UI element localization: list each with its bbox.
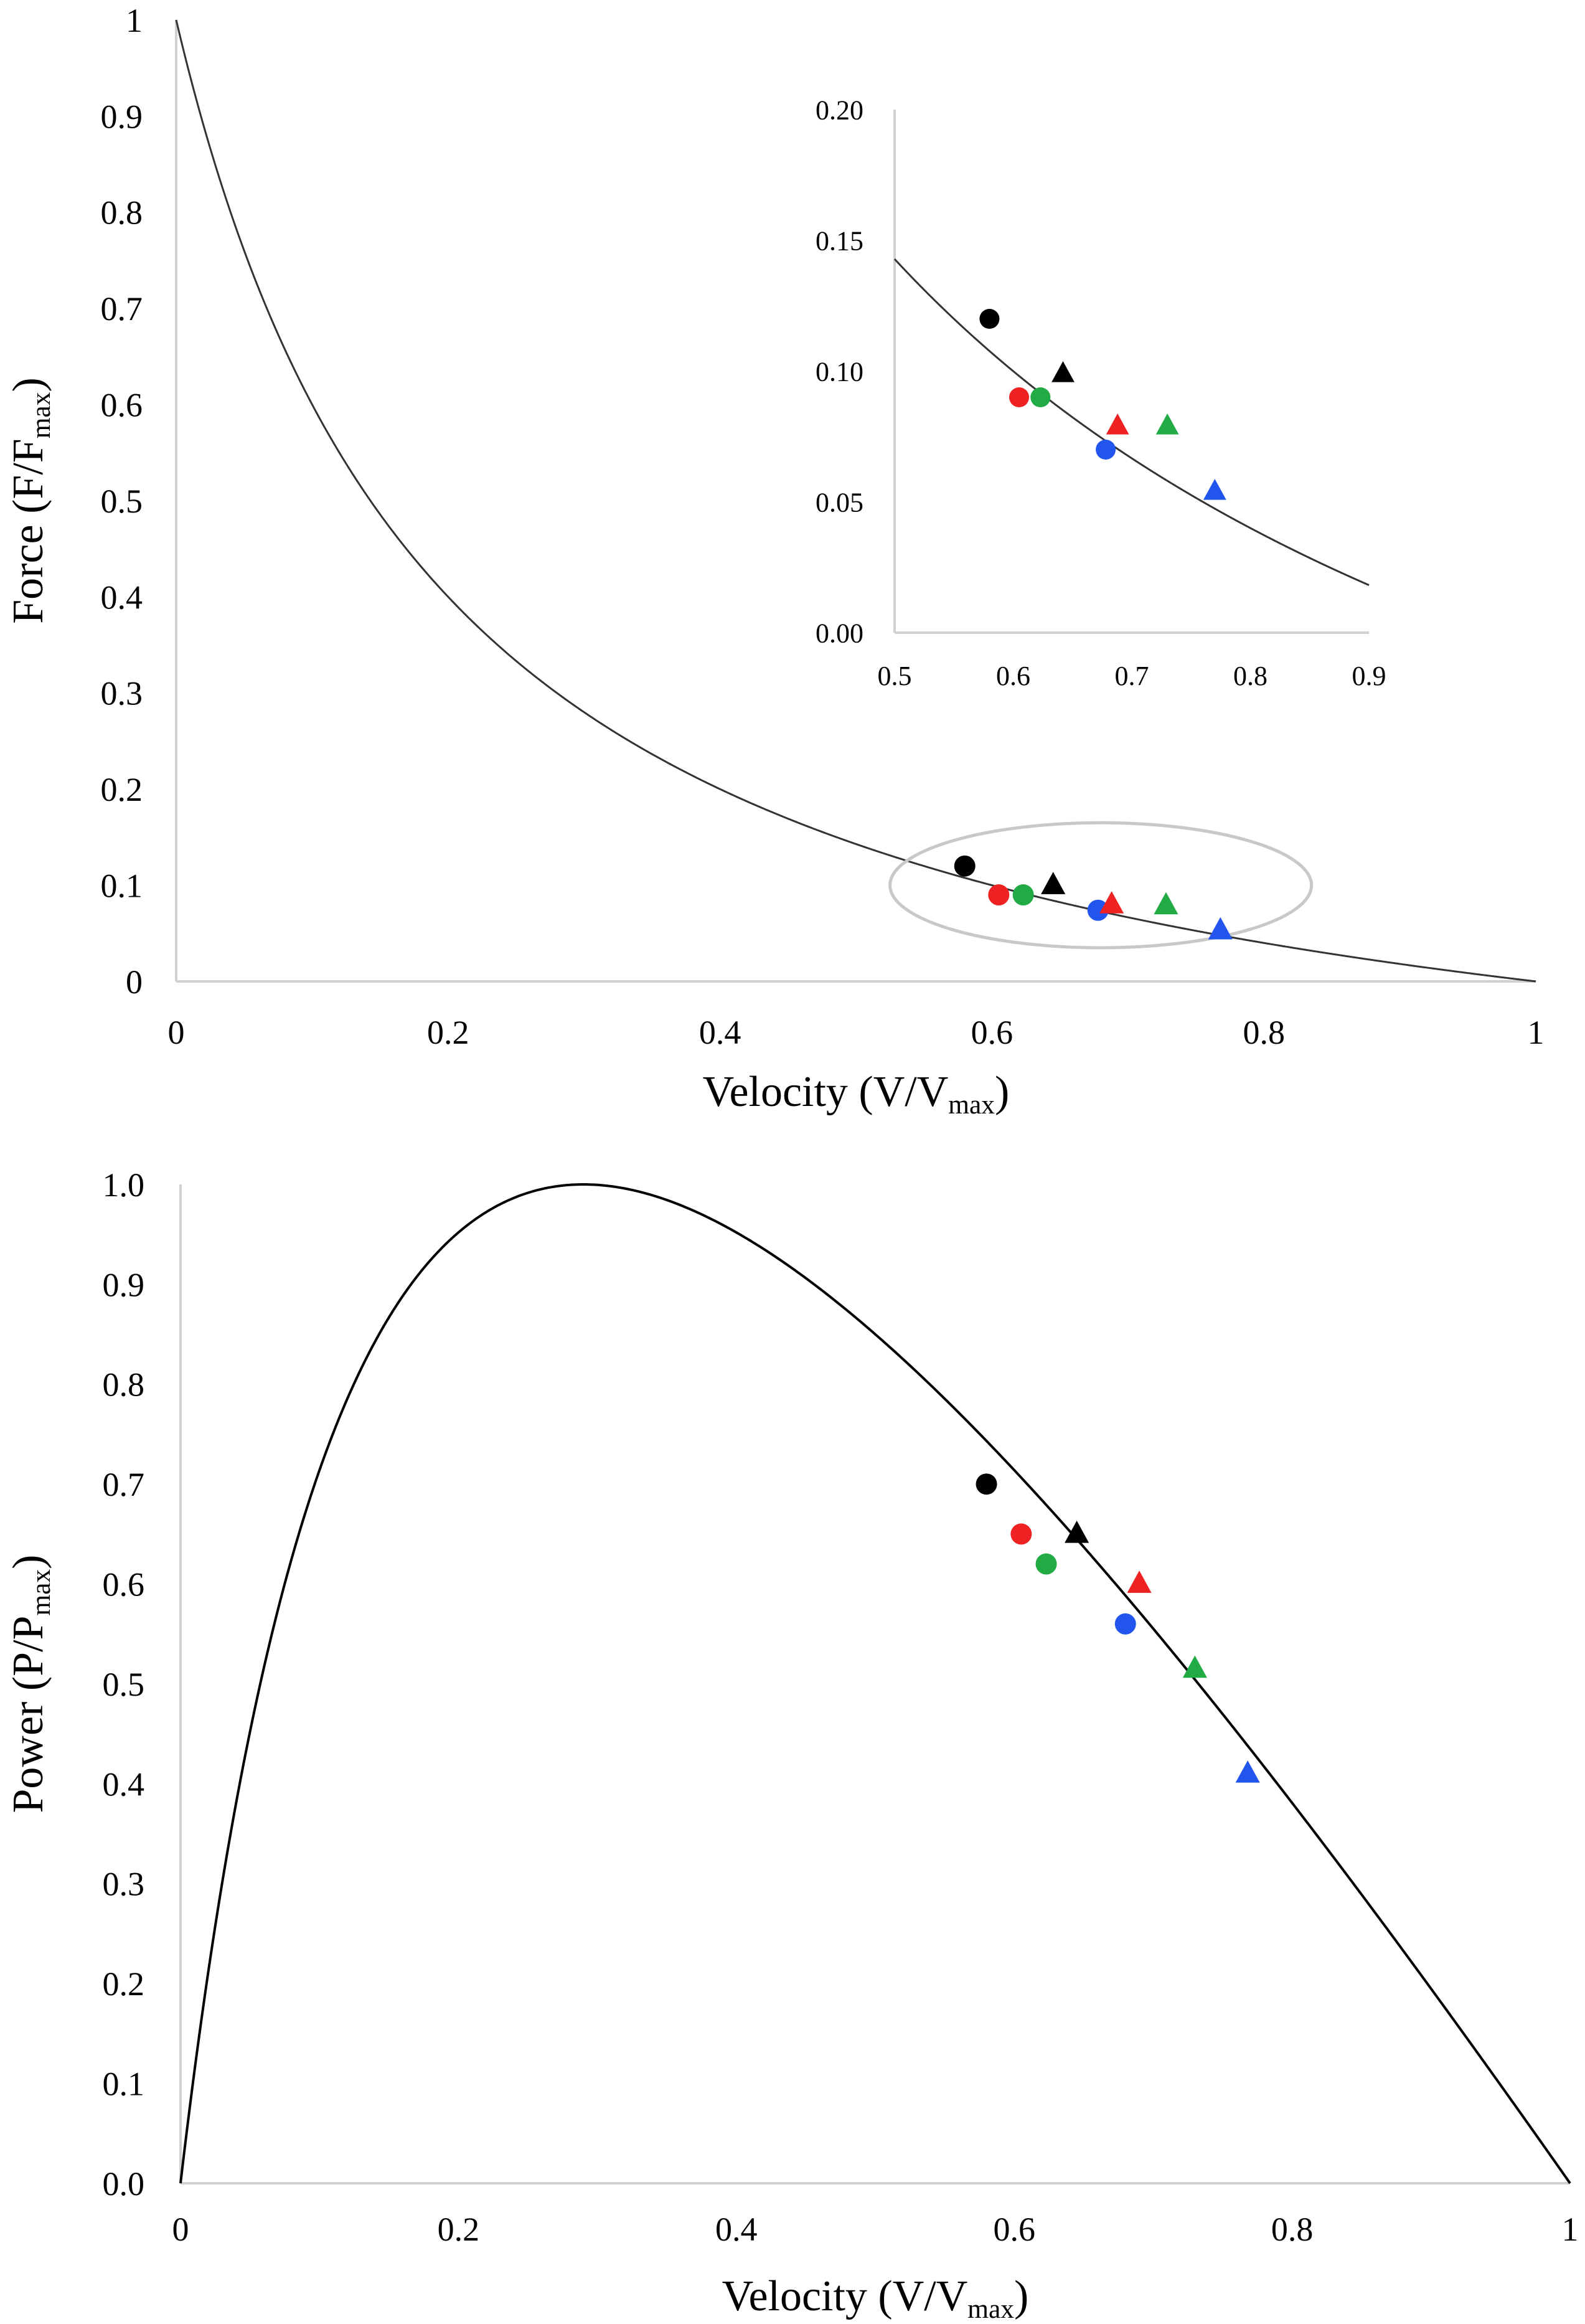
data-point-circle	[1035, 1553, 1057, 1575]
data-point-triangle	[1051, 361, 1075, 382]
data-point-triangle	[1208, 917, 1233, 940]
y-tick-label: 0.5	[101, 483, 143, 520]
x-tick-label: 0.6	[971, 1014, 1014, 1051]
highlight-ellipse	[888, 821, 1314, 950]
x-tick-label: 0.4	[699, 1014, 741, 1051]
x-tick-label: 0	[168, 1014, 185, 1051]
inset-curve	[893, 258, 1370, 587]
y-tick-label: 0.9	[101, 98, 143, 135]
data-point-triangle	[1203, 479, 1226, 500]
y-tick-label: 0.6	[103, 1566, 145, 1604]
y-tick-label: 0.3	[103, 1866, 145, 1903]
data-point-triangle	[1099, 891, 1124, 914]
data-point-circle	[976, 1473, 997, 1495]
y-tick-label: 1.0	[103, 1166, 145, 1204]
y-tick-label: 0.10	[816, 356, 863, 387]
y-tick-label: 1	[126, 2, 143, 39]
data-point-triangle	[1155, 413, 1179, 435]
data-point-circle	[1010, 1523, 1032, 1545]
x-tick-label: 0.6	[993, 2211, 1035, 2248]
data-point-circle	[1009, 387, 1030, 407]
y-tick-label: 0	[126, 963, 143, 1001]
x-tick-label: 0.8	[1243, 1014, 1285, 1051]
data-point-circle	[1096, 440, 1116, 460]
data-point-circle	[988, 884, 1010, 906]
y-tick-label: 0.8	[103, 1366, 145, 1404]
force-velocity-inset: 0.5 0.6 0.7 0.8 0.9 0.00 0.05 0.10 0.15 0.20	[816, 95, 1386, 691]
y-tick-label: 0.7	[101, 290, 143, 328]
x-axis-label: Velocity (V/Vmax)	[722, 2272, 1029, 2324]
x-tick-label: 0	[172, 2211, 189, 2248]
data-point-circle	[979, 309, 1000, 329]
y-tick-label: 0.1	[103, 2066, 145, 2103]
y-tick-label: 0.05	[816, 487, 863, 517]
data-point-circle	[1030, 387, 1051, 407]
data-point-triangle	[1041, 872, 1066, 894]
y-tick-label: 0.5	[103, 1666, 145, 1703]
data-point-circle	[954, 855, 976, 877]
y-tick-label: 0.1	[101, 867, 143, 905]
y-tick-label: 0.8	[101, 194, 143, 232]
y-tick-label: 0.9	[103, 1266, 145, 1303]
data-point-circle	[1087, 899, 1109, 921]
power-velocity-chart: 0 0.2 0.4 0.6 0.8 1 0.0 0.1 0.2 0.3 0.4 0.5 0.6 0.7 0.…	[4, 1166, 1579, 2324]
y-axis-label: Force (F/Fmax)	[4, 377, 56, 624]
x-axis-label: Velocity (V/Vmax)	[703, 1068, 1010, 1120]
y-tick-label: 0.7	[103, 1466, 145, 1503]
x-tick-label: 0.4	[715, 2211, 758, 2248]
power-velocity-curve	[179, 1183, 1571, 2185]
x-tick-label: 1	[1562, 2211, 1579, 2248]
y-tick-label: 0.20	[816, 95, 863, 125]
y-tick-label: 0.0	[103, 2165, 145, 2203]
y-tick-label: 0.00	[816, 618, 863, 648]
x-tick-label: 0.9	[1352, 661, 1386, 691]
force-velocity-curve	[175, 19, 1536, 983]
force-velocity-chart: 0 0.2 0.4 0.6 0.8 100.10.20.30.40.50.60.70.80…	[4, 2, 1545, 1120]
x-tick-label: 0.8	[1271, 2211, 1314, 2248]
data-point-circle	[1114, 1613, 1136, 1635]
x-tick-label: 0.5	[878, 661, 912, 691]
x-tick-label: 0.8	[1233, 661, 1268, 691]
data-point-triangle	[1065, 1520, 1089, 1543]
x-tick-label: 1	[1528, 1014, 1545, 1051]
data-point-triangle	[1127, 1571, 1152, 1593]
x-tick-label: 0.7	[1115, 661, 1149, 691]
y-tick-label: 0.15	[816, 225, 863, 256]
data-point-triangle	[1154, 892, 1178, 915]
data-point-circle	[1012, 884, 1034, 906]
x-tick-label: 0.2	[427, 1014, 469, 1051]
x-tick-label: 0.2	[438, 2211, 480, 2248]
y-axis-label: Power (P/Pmax)	[4, 1554, 56, 1813]
data-point-triangle	[1235, 1760, 1260, 1783]
data-point-triangle	[1182, 1655, 1207, 1678]
y-tick-label: 0.6	[101, 387, 143, 424]
y-tick-label: 0.2	[103, 1965, 145, 2003]
y-tick-label: 0.3	[101, 675, 143, 712]
data-point-triangle	[1106, 413, 1129, 435]
y-tick-label: 0.4	[101, 579, 143, 616]
y-tick-label: 0.4	[103, 1765, 145, 1803]
x-tick-label: 0.6	[996, 661, 1030, 691]
y-tick-label: 0.2	[101, 771, 143, 808]
